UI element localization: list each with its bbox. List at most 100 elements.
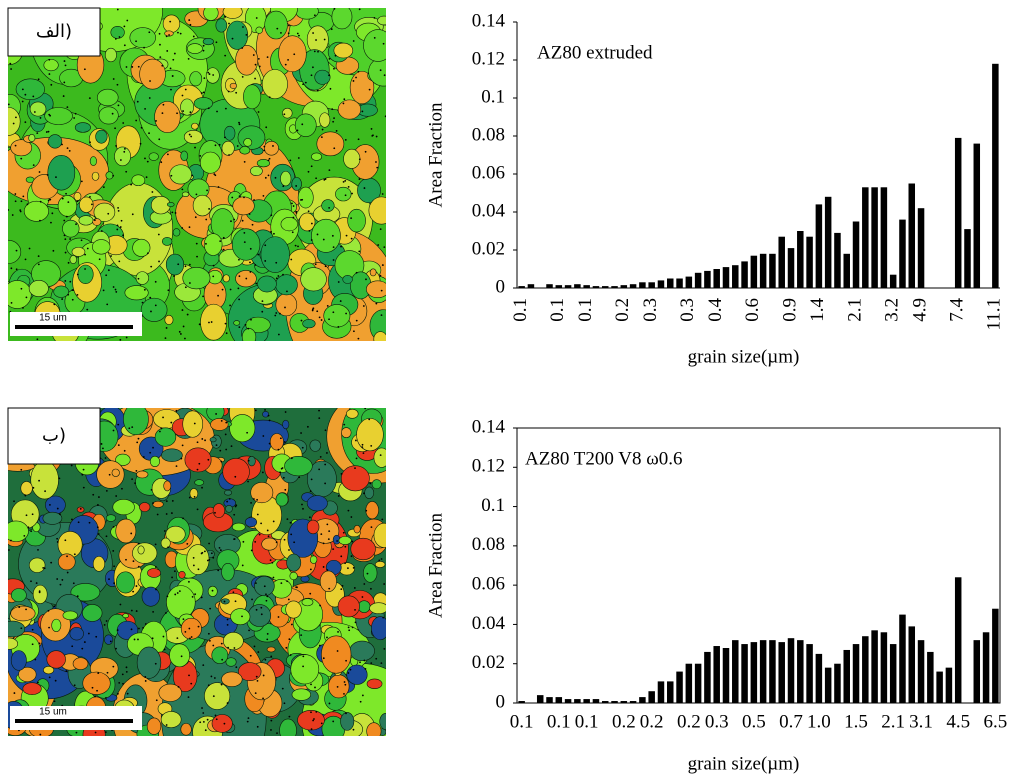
boundary-dot [224,107,227,110]
grain [78,215,94,226]
boundary-dot [359,700,362,703]
grain [340,712,355,731]
grain [160,537,171,549]
boundary-dot [135,119,138,122]
boundary-dot [221,288,224,291]
boundary-dot [151,191,154,193]
boundary-dot [148,132,150,135]
boundary-dot [249,261,251,264]
boundary-dot [340,555,343,558]
bar [629,701,637,703]
bar [797,231,804,288]
grain [200,303,227,341]
boundary-dot [283,702,286,705]
boundary-dot [243,196,245,199]
boundary-dot [310,478,313,481]
boundary-dot [320,136,323,139]
grain [311,152,323,161]
boundary-dot [326,452,328,454]
grain [180,617,202,640]
boundary-dot [137,638,139,641]
boundary-dot [318,468,321,471]
grain [10,139,33,157]
boundary-dot [113,582,116,585]
bar [806,236,813,288]
boundary-dot [31,513,34,516]
boundary-dot [300,634,303,637]
boundary-dot [327,538,330,540]
grain [147,568,161,578]
boundary-dot [202,49,205,52]
grain [10,605,36,622]
boundary-dot [149,451,152,454]
boundary-dot [159,56,162,59]
boundary-dot [223,600,226,603]
grain [30,460,59,500]
boundary-dot [307,170,310,173]
boundary-dot [132,560,135,563]
boundary-dot [105,620,108,622]
grain [297,186,314,209]
boundary-dot [194,216,197,219]
boundary-dot [10,68,13,70]
boundary-dot [314,263,317,266]
boundary-dot [340,245,342,248]
boundary-dot [270,214,273,217]
boundary-dot [352,40,355,42]
scale-box [10,706,142,730]
grain [57,195,78,217]
boundary-dot [181,444,184,447]
boundary-dot [9,62,12,65]
boundary-dot [218,546,221,549]
boundary-dot [184,265,187,268]
boundary-dot [328,530,331,533]
bar [834,663,841,703]
boundary-dot [290,623,293,626]
boundary-dot [337,631,339,633]
boundary-dot [352,566,355,569]
boundary-dot [339,300,342,302]
boundary-dot [168,34,170,36]
boundary-dot [225,421,228,424]
boundary-dot [373,36,376,39]
boundary-dot [227,646,229,649]
boundary-dot [220,642,223,645]
boundary-dot [340,472,343,475]
boundary-dot [363,583,366,585]
boundary-dot [65,670,68,672]
grain [363,29,386,62]
boundary-dot [284,488,287,491]
boundary-dot [35,582,38,584]
boundary-dot [148,97,151,99]
boundary-dot [215,41,218,44]
boundary-dot [286,518,289,521]
boundary-dot [324,463,327,466]
boundary-dot [340,588,343,591]
boundary-dot [328,702,331,705]
boundary-dot [79,507,82,510]
grain [139,58,166,90]
plot-frame [516,427,1001,704]
boundary-dot [186,313,189,316]
boundary-dot [214,511,216,514]
boundary-dot [69,280,72,283]
image-label: الف) [36,21,72,42]
boundary-dot [75,223,77,226]
boundary-dot [247,480,249,483]
y-tick-label: 0.02 [472,238,505,259]
bar [787,248,795,288]
bar [574,699,581,703]
bar [518,286,525,288]
boundary-dot [91,203,93,206]
bar [899,219,906,288]
boundary-dot [53,303,56,306]
boundary-dot [113,565,116,568]
boundary-dot [25,514,28,517]
grain [346,664,368,685]
bar [601,286,609,288]
boundary-dot [289,521,292,524]
boundary-dot [144,676,147,678]
bar [694,663,702,703]
boundary-dot [104,457,107,459]
boundary-dot [264,244,267,247]
